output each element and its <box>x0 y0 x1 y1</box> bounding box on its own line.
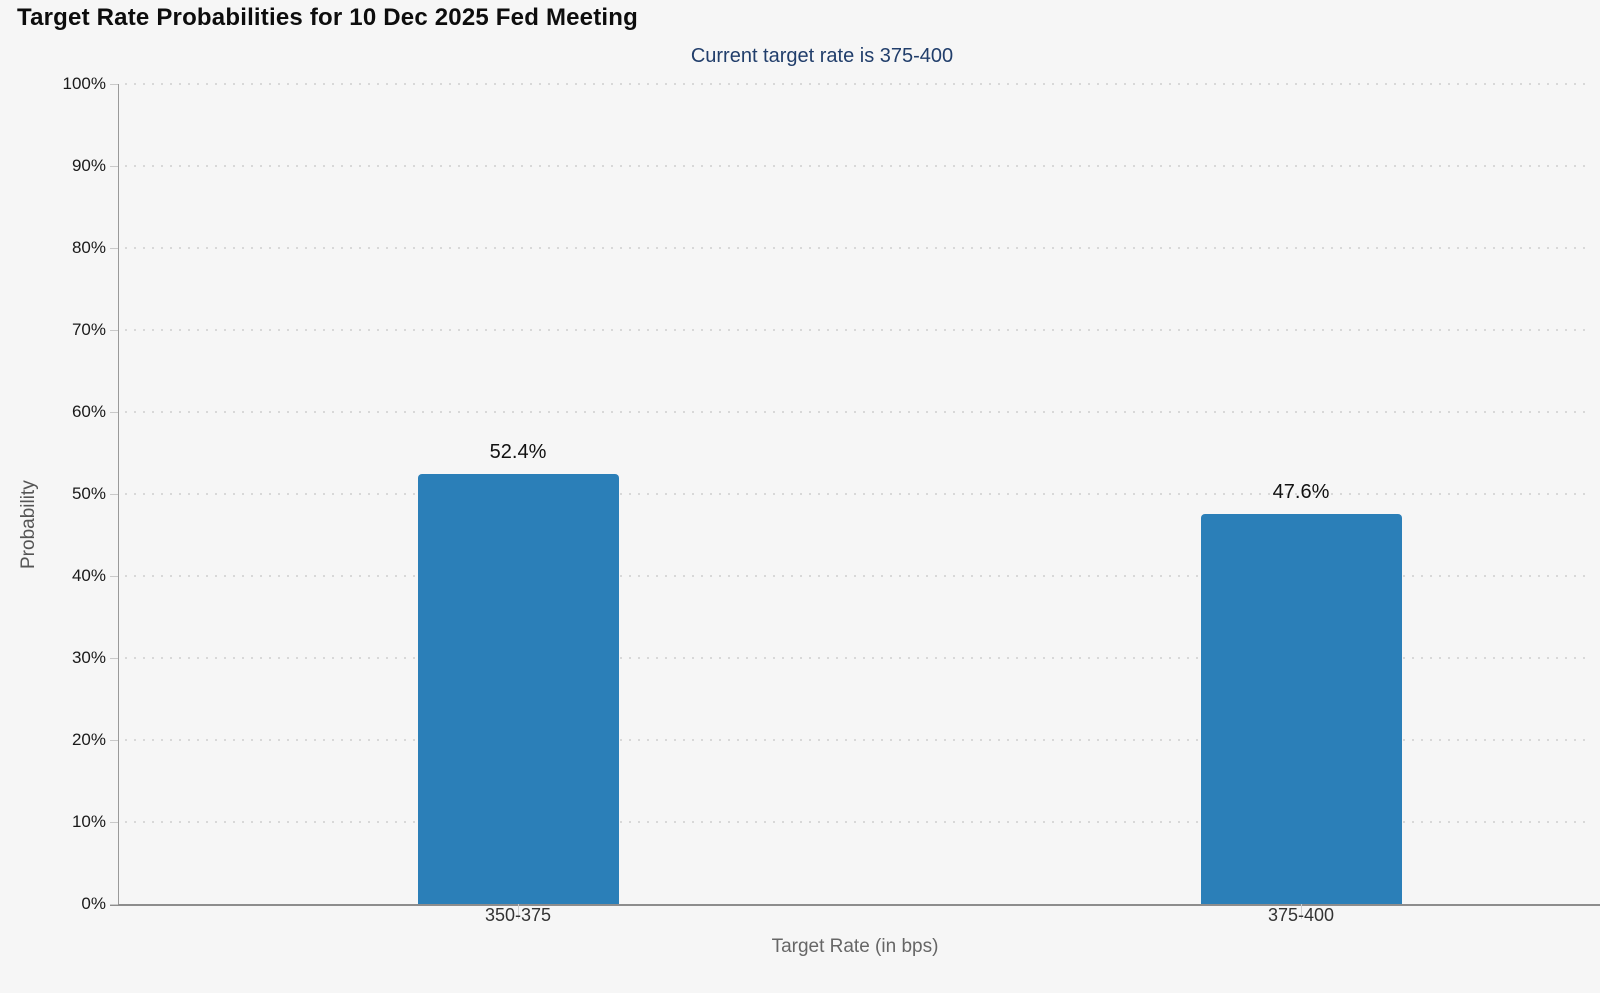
y-gridline-100% <box>125 83 1590 86</box>
y-tick-80% <box>110 248 118 249</box>
y-tick-0% <box>110 904 118 905</box>
y-gridline-10% <box>125 821 1590 823</box>
y-tick-30% <box>110 658 118 659</box>
y-tick-50% <box>110 494 118 495</box>
y-gridline-50% <box>125 493 1590 495</box>
y-tick-label-0%: 0% <box>81 894 106 913</box>
y-tick-label-90%: 90% <box>71 156 106 175</box>
x-tick-375-400 <box>1301 904 1302 919</box>
y-tick-label-30%: 30% <box>71 648 106 667</box>
x-tick-350-375 <box>518 904 519 919</box>
y-tick-60% <box>110 412 118 413</box>
y-tick-label-70%: 70% <box>71 320 106 339</box>
x-axis-line <box>110 904 1600 906</box>
y-tick-label-100%: 100% <box>62 74 106 93</box>
probability-bar-375-400[interactable] <box>1200 513 1402 904</box>
y-gridline-20% <box>125 739 1590 741</box>
y-tick-20% <box>110 740 118 741</box>
y-gridline-40% <box>125 575 1590 577</box>
y-tick-label-10%: 10% <box>71 812 106 831</box>
y-gridline-30% <box>125 657 1590 659</box>
y-tick-label-20%: 20% <box>71 730 106 749</box>
y-gridline-60% <box>125 411 1590 413</box>
chart-title: Target Rate Probabilities for 10 Dec 202… <box>17 4 639 31</box>
y-tick-40% <box>110 576 118 577</box>
probability-bar-350-375[interactable] <box>417 474 619 904</box>
y-tick-label-40%: 40% <box>71 566 106 585</box>
chart-subtitle: Current target rate is 375-400 <box>690 45 954 67</box>
y-axis-title: Probability <box>18 480 39 570</box>
y-tick-label-60%: 60% <box>71 402 106 421</box>
y-gridline-90% <box>125 165 1590 167</box>
y-tick-90% <box>110 166 118 167</box>
y-gridline-70% <box>125 329 1590 331</box>
y-axis-line <box>118 84 119 905</box>
y-tick-label-50%: 50% <box>71 484 106 503</box>
bar-value-label-350-375: 52.4% <box>489 441 547 464</box>
plot-area: 52.4% 47.6% <box>118 83 1592 904</box>
x-tick-label-350-375: 350-375 <box>484 905 552 925</box>
y-tick-70% <box>110 330 118 331</box>
x-axis-title: Target Rate (in bps) <box>771 936 939 957</box>
y-tick-100% <box>110 84 118 85</box>
y-tick-label-80%: 80% <box>71 238 106 257</box>
y-tick-10% <box>110 822 118 823</box>
x-tick-label-375-400: 375-400 <box>1267 905 1335 925</box>
y-gridline-80% <box>125 247 1590 249</box>
bar-value-label-375-400: 47.6% <box>1272 480 1330 503</box>
